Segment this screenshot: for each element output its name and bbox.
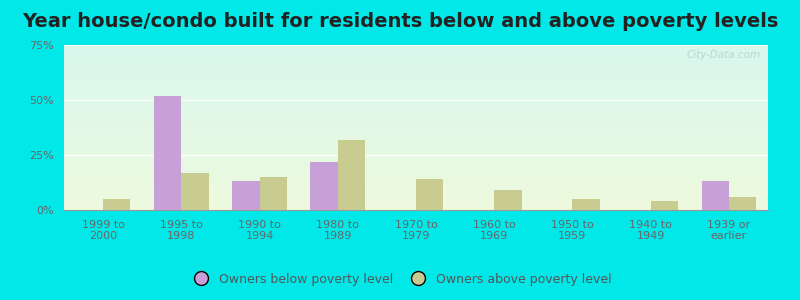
Bar [729,197,756,210]
Bar [103,199,130,210]
Text: Year house/condo built for residents below and above poverty levels: Year house/condo built for residents bel… [22,12,778,31]
Bar [259,177,287,210]
Bar [416,179,443,210]
Bar [702,182,729,210]
Bar [154,96,182,210]
Legend: Owners below poverty level, Owners above poverty level: Owners below poverty level, Owners above… [184,268,616,291]
Text: City-Data.com: City-Data.com [687,50,761,60]
Bar [494,190,522,210]
Bar [573,199,600,210]
Bar [338,140,365,210]
Bar [232,182,259,210]
Bar [182,172,209,210]
Bar [650,201,678,210]
Bar [310,162,338,210]
